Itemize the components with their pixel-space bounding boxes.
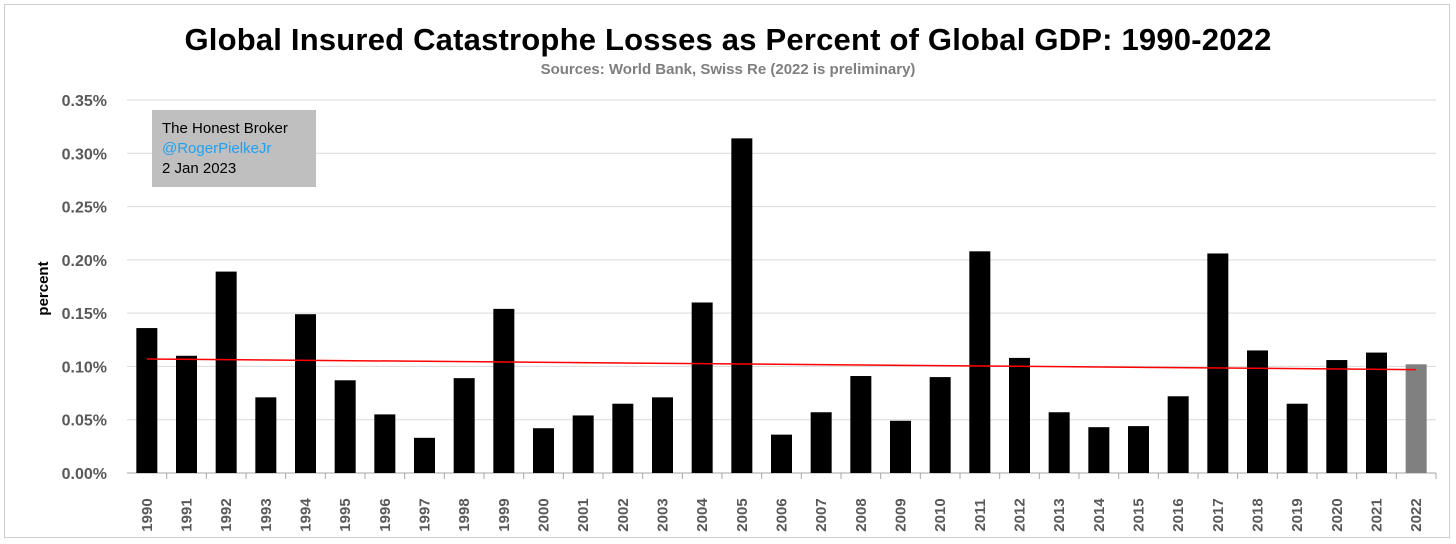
bar <box>890 420 911 473</box>
x-tick-label: 1997 <box>417 498 434 531</box>
y-tick-label: 0.20% <box>62 253 107 270</box>
bar <box>969 251 991 473</box>
x-tick-label: 2010 <box>932 498 949 531</box>
y-tick-label: 0.10% <box>62 359 107 376</box>
x-tick-label: 1996 <box>377 498 394 531</box>
chart-title: Global Insured Catastrophe Losses as Per… <box>184 22 1272 57</box>
bar <box>1009 357 1030 473</box>
bar <box>1247 350 1268 473</box>
y-tick-label: 0.30% <box>62 146 107 163</box>
x-tick-label: 2001 <box>575 498 592 531</box>
bar <box>1326 360 1348 473</box>
x-tick-label: 1995 <box>337 498 354 531</box>
x-tick-label: 2009 <box>893 498 910 531</box>
bar <box>334 380 356 473</box>
bar <box>1405 364 1427 473</box>
x-tick-label: 2008 <box>853 498 870 531</box>
x-tick-label: 2000 <box>536 498 553 531</box>
bar <box>533 428 554 473</box>
bar <box>1128 426 1149 473</box>
bar <box>1366 352 1387 473</box>
x-tick-label: 2012 <box>1012 498 1029 531</box>
x-tick-label: 2002 <box>615 498 632 531</box>
bar <box>136 328 158 473</box>
bar <box>1088 427 1110 473</box>
bar <box>1286 403 1308 473</box>
x-tick-label: 2018 <box>1250 498 1267 531</box>
x-tick-label: 1992 <box>218 498 235 531</box>
bar <box>1167 396 1189 473</box>
x-tick-label: 2004 <box>694 498 711 532</box>
y-tick-label: 0.25% <box>62 200 107 217</box>
bar <box>771 434 792 473</box>
bar <box>1207 253 1229 473</box>
bar <box>691 302 713 473</box>
x-tick-label: 2005 <box>734 498 751 531</box>
bar <box>572 415 594 473</box>
bar <box>255 397 277 473</box>
x-tick-label: 2013 <box>1051 498 1068 531</box>
watermark-box: The Honest Broker @RogerPielkeJr 2 Jan 2… <box>152 110 316 187</box>
x-tick-label: 2014 <box>1091 498 1108 532</box>
x-tick-label: 2011 <box>972 499 989 532</box>
y-tick-label: 0.00% <box>62 466 107 483</box>
x-tick-label: 1994 <box>298 498 315 532</box>
chart-subtitle: Sources: World Bank, Swiss Re (2022 is p… <box>540 61 916 78</box>
chart-frame <box>4 4 1450 538</box>
x-tick-label: 2006 <box>774 498 791 531</box>
bar <box>453 378 475 473</box>
x-tick-label: 1999 <box>496 498 513 531</box>
x-tick-label: 1993 <box>258 498 275 531</box>
bar <box>493 308 515 473</box>
bar <box>374 414 396 473</box>
watermark-date: 2 Jan 2023 <box>162 160 237 177</box>
x-tick-label: 1991 <box>179 498 196 531</box>
x-tick-label: 1998 <box>456 498 473 531</box>
x-tick-label: 2022 <box>1408 498 1425 531</box>
watermark-handle: @RogerPielkeJr <box>162 140 272 157</box>
x-tick-label: 2003 <box>655 498 672 531</box>
x-tick-label: 2019 <box>1289 498 1306 531</box>
bar <box>652 397 673 473</box>
watermark-brand: The Honest Broker <box>162 120 288 137</box>
bar <box>929 377 951 473</box>
x-tick-label: 2020 <box>1329 498 1346 531</box>
y-tick-label: 0.05% <box>62 413 107 430</box>
bar <box>612 403 634 473</box>
x-tick-label: 1990 <box>139 498 156 531</box>
x-tick-label: 2016 <box>1170 498 1187 531</box>
trend-line <box>146 358 1417 371</box>
bar <box>810 412 832 473</box>
y-axis-label: percent <box>35 261 52 315</box>
bar <box>731 138 753 473</box>
bar <box>295 314 316 473</box>
bar <box>414 437 435 473</box>
x-tick-label: 2017 <box>1210 498 1227 531</box>
x-tick-label: 2015 <box>1131 498 1148 531</box>
bar <box>176 355 197 473</box>
y-tick-label: 0.35% <box>62 93 107 110</box>
x-tick-label: 2007 <box>813 498 830 531</box>
y-tick-label: 0.15% <box>62 306 107 323</box>
bar <box>215 271 237 473</box>
bar <box>850 376 872 473</box>
x-tick-label: 2021 <box>1369 498 1386 531</box>
bar <box>1048 412 1070 473</box>
